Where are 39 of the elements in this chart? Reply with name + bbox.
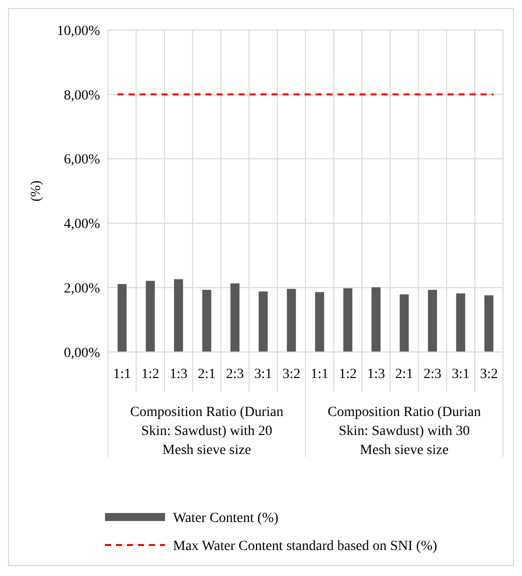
text: Composition Ratio (Durian Skin: Sawdust) with 30 Mesh sieve size (328, 405, 481, 458)
x-tick-label: 3:2 (480, 367, 498, 382)
bar (118, 284, 127, 352)
x-tick-label: 3:1 (254, 367, 272, 382)
x-tick-label: 2:1 (198, 367, 216, 382)
y-axis-title: (%) (29, 180, 44, 202)
x-tick-label: 2:1 (395, 367, 414, 382)
x-tick-label: 3:2 (282, 367, 300, 382)
x-tick-label: 1:2 (338, 367, 357, 382)
y-tick-label: 8,00% (64, 88, 100, 104)
x-tick-label: 2:3 (226, 367, 244, 382)
y-tick-label: 10,00% (56, 24, 100, 39)
x-tick-label: 1:1 (310, 367, 329, 382)
bar (286, 288, 296, 352)
legend-label: Water Content (%) (173, 510, 279, 526)
x-tick-label: 2:3 (424, 367, 442, 382)
x-tick-label: 1:3 (170, 367, 188, 382)
y-tick-label: 4,00% (64, 217, 100, 232)
bar (315, 292, 324, 352)
x-tick-label: 3:1 (452, 367, 470, 382)
x-tick-label: 1:3 (367, 367, 385, 382)
y-tick-label: 2,00% (64, 282, 100, 296)
bar (428, 290, 437, 352)
y-tick-label: 6,00% (64, 152, 100, 168)
text: Composition Ratio (Durian Skin: Sawdust) with 20 Mesh sieve size (130, 405, 284, 458)
bar (230, 283, 240, 352)
y-tick-label: 0,00% (64, 346, 100, 361)
x-tick-label: 1:1 (113, 367, 132, 382)
bar (343, 288, 352, 352)
bar (456, 293, 466, 352)
bar (400, 294, 409, 352)
legend-label: Max Water Content standard based on SNI (%) (173, 538, 438, 554)
bar (146, 280, 155, 352)
x-tick-label: 1:2 (141, 367, 160, 382)
bar (202, 290, 212, 352)
bar (258, 291, 268, 352)
bar (484, 295, 494, 352)
bar (174, 279, 184, 352)
bar (372, 287, 381, 352)
